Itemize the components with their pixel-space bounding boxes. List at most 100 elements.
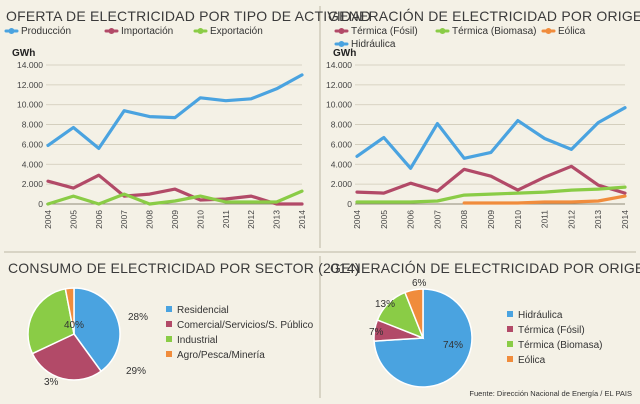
legend-marker — [545, 28, 552, 34]
series-line-Importación — [46, 173, 304, 206]
legend-label: Producción — [21, 26, 71, 37]
y-tick-label: 2.000 — [22, 179, 44, 189]
series-line-Producción — [46, 73, 304, 150]
x-tick-label: 2008 — [145, 210, 155, 229]
legend-marker — [439, 28, 446, 34]
source-note: Fuente: Dirección Nacional de Energía / … — [469, 389, 632, 398]
series-line-Térmica (Fósil) — [355, 164, 627, 195]
pie-slice-Eólica — [403, 288, 424, 339]
y-tick-label: 12.000 — [17, 80, 43, 90]
legend-marker — [108, 28, 115, 34]
pie-value-label: 13% — [375, 299, 395, 310]
chart-title: GENERACIÓN DE ELECTRICIDAD POR ORIGEN (2… — [330, 260, 640, 276]
y-tick-label: 6.000 — [331, 139, 353, 149]
y-tick-label: 10.000 — [17, 100, 43, 110]
x-tick-label: 2004 — [352, 210, 362, 229]
y-tick-label: 0 — [347, 199, 352, 209]
x-tick-label: 2009 — [486, 210, 496, 229]
chart-title: OFERTA DE ELECTRICIDAD POR TIPO DE ACTIV… — [6, 8, 371, 24]
x-tick-label: 2012 — [246, 210, 256, 229]
y-tick-label: 12.000 — [326, 80, 352, 90]
legend-marker — [8, 28, 15, 34]
pie-value-label: 7% — [369, 327, 384, 338]
x-tick-label: 2010 — [513, 210, 523, 229]
legend-label: Eólica — [518, 355, 546, 366]
legend-label: Hidráulica — [518, 310, 563, 321]
legend-swatch — [166, 351, 172, 357]
legend-label: Exportación — [210, 26, 263, 37]
legend-label: Industrial — [177, 335, 218, 346]
legend-label: Térmica (Fósil) — [351, 26, 418, 37]
legend-label: Térmica (Biomasa) — [518, 340, 602, 351]
x-tick-label: 2010 — [195, 210, 205, 229]
pie-value-label: 6% — [412, 278, 427, 289]
x-tick-label: 2013 — [272, 210, 282, 229]
x-tick-label: 2013 — [593, 210, 603, 229]
series-line-Hidráulica — [355, 106, 627, 170]
pie-value-label: 3% — [44, 377, 59, 388]
x-tick-label: 2011 — [540, 210, 550, 229]
y-tick-label: 6.000 — [22, 139, 44, 149]
x-tick-label: 2006 — [406, 210, 416, 229]
x-tick-label: 2007 — [119, 210, 129, 229]
x-tick-label: 2009 — [170, 210, 180, 229]
x-tick-label: 2005 — [379, 210, 389, 229]
pie-chart-consumo: CONSUMO DE ELECTRICIDAD POR SECTOR (2014… — [8, 260, 360, 388]
x-tick-label: 2007 — [432, 210, 442, 229]
y-tick-label: 2.000 — [331, 179, 353, 189]
y-tick-label: 4.000 — [22, 159, 44, 169]
legend-swatch — [507, 356, 513, 362]
pie-value-label: 74% — [443, 340, 463, 351]
legend-label: Agro/Pesca/Minería — [177, 350, 265, 361]
chart-title: GENERACIÓN DE ELECTRICIDAD POR ORIGEN — [328, 8, 640, 24]
pie-value-label: 28% — [128, 312, 148, 323]
pie-slice-Residencial — [73, 287, 121, 373]
legend-marker — [197, 28, 204, 34]
legend-marker — [338, 28, 345, 34]
x-tick-label: 2006 — [94, 210, 104, 229]
legend-label: Térmica (Fósil) — [518, 325, 585, 336]
y-tick-label: 0 — [38, 199, 43, 209]
chart-title: CONSUMO DE ELECTRICIDAD POR SECTOR (2014… — [8, 260, 360, 276]
series-line-Térmica (Biomasa) — [355, 185, 627, 204]
legend-label: Hidráulica — [351, 39, 396, 50]
series-line-Exportación — [46, 189, 304, 206]
line-chart-oferta: OFERTA DE ELECTRICIDAD POR TIPO DE ACTIV… — [4, 8, 371, 229]
legend-label: Importación — [121, 26, 173, 37]
y-axis-unit: GWh — [333, 48, 356, 59]
pie-slice-Agro/Pesca/Minería — [64, 287, 75, 335]
legend-swatch — [166, 306, 172, 312]
legend-swatch — [507, 341, 513, 347]
legend-swatch — [507, 326, 513, 332]
x-tick-label: 2014 — [297, 210, 307, 229]
legend-swatch — [507, 311, 513, 317]
y-axis-unit: GWh — [12, 48, 35, 59]
legend-label: Residencial — [177, 305, 229, 316]
legend-swatch — [166, 321, 172, 327]
x-tick-label: 2004 — [43, 210, 53, 229]
line-chart-generacion: GENERACIÓN DE ELECTRICIDAD POR ORIGEN Tér… — [326, 8, 640, 229]
legend-marker — [338, 41, 345, 47]
x-tick-label: 2014 — [620, 210, 630, 229]
legend-label: Eólica — [558, 26, 586, 37]
pie-value-label: 29% — [126, 366, 146, 377]
y-tick-label: 14.000 — [17, 60, 43, 70]
pie-chart-generacion: GENERACIÓN DE ELECTRICIDAD POR ORIGEN (2… — [330, 260, 640, 388]
x-tick-label: 2008 — [459, 210, 469, 229]
y-tick-label: 8.000 — [331, 120, 353, 130]
pie-slice-Industrial — [27, 287, 75, 355]
y-tick-label: 14.000 — [326, 60, 352, 70]
x-tick-label: 2012 — [566, 210, 576, 229]
legend-label: Térmica (Biomasa) — [452, 26, 536, 37]
y-tick-label: 10.000 — [326, 100, 352, 110]
x-tick-label: 2011 — [221, 210, 231, 229]
series-line-Eólica — [462, 194, 627, 205]
legend-swatch — [166, 336, 172, 342]
legend-label: Comercial/Servicios/S. Público — [177, 320, 314, 331]
pie-slice-Comercial/Servicios/S. Público — [31, 333, 103, 381]
pie-value-label: 40% — [64, 320, 84, 331]
y-tick-label: 4.000 — [331, 159, 353, 169]
x-tick-label: 2005 — [68, 210, 78, 229]
